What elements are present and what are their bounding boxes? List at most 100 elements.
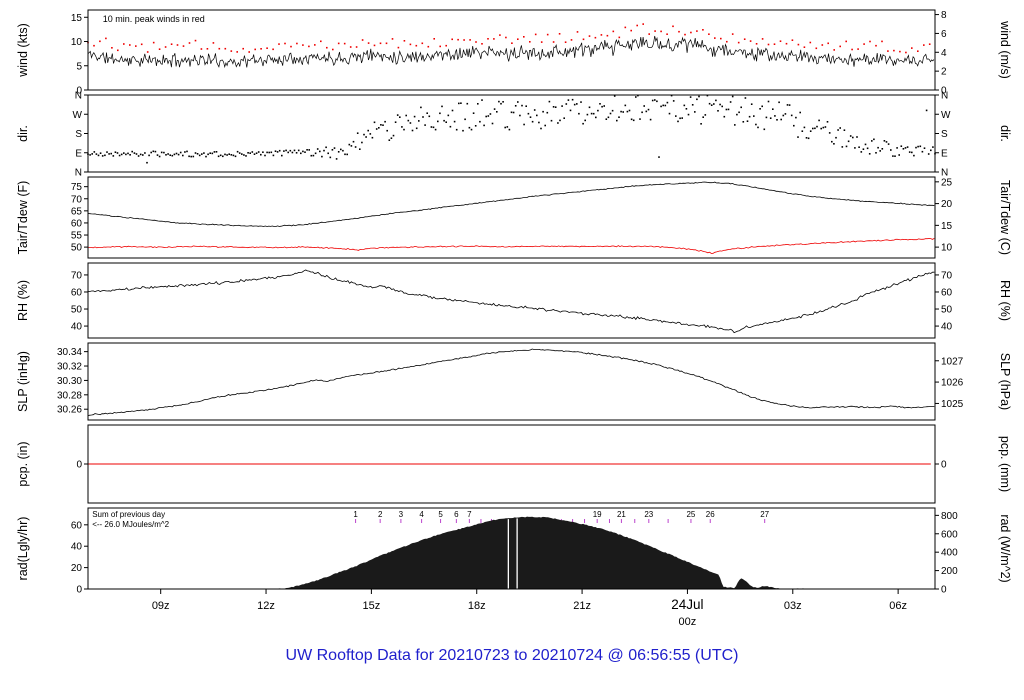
point-wind_dir_deg — [203, 152, 205, 154]
point-wind_dir_deg — [89, 154, 91, 156]
ytick-label-right: S — [941, 129, 948, 140]
point-peak_wind_kts — [224, 47, 227, 50]
point-peak_wind_kts — [899, 50, 901, 53]
point-wind_dir_deg — [517, 101, 519, 103]
point-wind_dir_deg — [359, 148, 361, 150]
point-peak_wind_kts — [702, 29, 704, 31]
point-wind_dir_deg — [348, 143, 351, 146]
point-wind_dir_deg — [415, 127, 418, 130]
point-peak_wind_kts — [755, 43, 758, 45]
point-wind_dir_deg — [426, 112, 428, 114]
point-wind_dir_deg — [658, 156, 660, 158]
point-peak_wind_kts — [385, 42, 388, 45]
point-wind_dir_deg — [470, 128, 473, 131]
point-wind_dir_deg — [350, 145, 353, 147]
point-wind_dir_deg — [114, 151, 117, 153]
ytick-label-right: 10 — [941, 243, 953, 254]
xtick-label: 18z — [468, 600, 486, 612]
point-wind_dir_deg — [430, 126, 433, 128]
point-wind_dir_deg — [125, 153, 127, 156]
point-wind_dir_deg — [913, 154, 915, 157]
point-peak_wind_kts — [135, 45, 137, 47]
point-peak_wind_kts — [421, 42, 424, 45]
point-peak_wind_kts — [773, 43, 776, 45]
point-wind_dir_deg — [563, 117, 565, 119]
point-wind_dir_deg — [713, 103, 715, 105]
point-wind_dir_deg — [930, 149, 932, 152]
point-wind_dir_deg — [177, 153, 180, 156]
axis-label-right-wind: wind (m/s) — [998, 20, 1012, 79]
point-peak_wind_kts — [523, 36, 525, 38]
point-wind_dir_deg — [544, 124, 546, 127]
point-peak_wind_kts — [618, 36, 621, 39]
point-wind_dir_deg — [576, 103, 578, 105]
point-wind_dir_deg — [500, 102, 502, 105]
point-peak_wind_kts — [463, 39, 465, 41]
ytick-label-left: 50 — [71, 305, 83, 316]
point-peak_wind_kts — [469, 39, 471, 41]
xtick-label: 00z — [679, 616, 697, 628]
point-wind_dir_deg — [725, 108, 728, 111]
point-wind_dir_deg — [786, 104, 789, 106]
point-wind_dir_deg — [620, 110, 622, 113]
point-peak_wind_kts — [433, 38, 435, 40]
point-wind_dir_deg — [99, 152, 102, 154]
point-wind_dir_deg — [112, 155, 115, 157]
ytick-label-right: 1026 — [941, 378, 964, 389]
point-wind_dir_deg — [831, 140, 833, 143]
point-wind_dir_deg — [472, 112, 475, 114]
mj-mark-label: 19 — [593, 510, 602, 519]
point-wind_dir_deg — [449, 125, 452, 128]
point-wind_dir_deg — [512, 111, 515, 114]
point-wind_dir_deg — [222, 155, 224, 158]
point-wind_dir_deg — [613, 95, 616, 97]
point-wind_dir_deg — [721, 105, 723, 108]
point-wind_dir_deg — [407, 119, 410, 122]
ytick-label-left: 15 — [71, 13, 83, 24]
point-peak_wind_kts — [355, 46, 358, 48]
point-wind_dir_deg — [917, 145, 919, 148]
point-wind_dir_deg — [276, 151, 279, 153]
panel-annotation: 10 min. peak winds in red — [103, 14, 205, 24]
point-wind_dir_deg — [257, 151, 260, 153]
point-wind_dir_deg — [403, 128, 405, 131]
point-peak_wind_kts — [517, 38, 519, 40]
point-wind_dir_deg — [411, 129, 414, 132]
ytick-label-left: 0 — [76, 86, 82, 97]
point-wind_dir_deg — [304, 151, 306, 153]
point-peak_wind_kts — [923, 44, 925, 46]
point-wind_dir_deg — [797, 136, 799, 138]
point-peak_wind_kts — [218, 47, 221, 50]
point-wind_dir_deg — [335, 158, 338, 160]
point-wind_dir_deg — [468, 126, 471, 129]
point-peak_wind_kts — [332, 48, 334, 51]
point-wind_dir_deg — [243, 154, 245, 156]
point-wind_dir_deg — [835, 136, 837, 139]
point-wind_dir_deg — [447, 114, 450, 117]
series-tair_f — [87, 181, 935, 227]
point-wind_dir_deg — [595, 116, 597, 119]
point-wind_dir_deg — [278, 149, 281, 152]
point-wind_dir_deg — [420, 106, 422, 109]
ytick-label-left: N — [75, 168, 82, 179]
point-wind_dir_deg — [664, 104, 667, 107]
point-peak_wind_kts — [343, 42, 346, 45]
point-wind_dir_deg — [434, 128, 437, 131]
point-peak_wind_kts — [546, 33, 549, 36]
point-wind_dir_deg — [559, 119, 561, 122]
point-wind_dir_deg — [738, 111, 740, 114]
point-peak_wind_kts — [696, 30, 698, 32]
point-wind_dir_deg — [554, 106, 557, 108]
point-wind_dir_deg — [390, 137, 393, 139]
point-wind_dir_deg — [300, 152, 302, 155]
point-wind_dir_deg — [460, 102, 462, 104]
point-wind_dir_deg — [691, 104, 694, 106]
point-wind_dir_deg — [144, 152, 146, 154]
point-peak_wind_kts — [123, 43, 125, 45]
axis-label-right-rad: rad (W/m^2) — [998, 514, 1012, 582]
point-wind_dir_deg — [274, 150, 277, 152]
point-peak_wind_kts — [409, 43, 412, 46]
point-wind_dir_deg — [911, 151, 913, 154]
point-wind_dir_deg — [209, 152, 211, 154]
